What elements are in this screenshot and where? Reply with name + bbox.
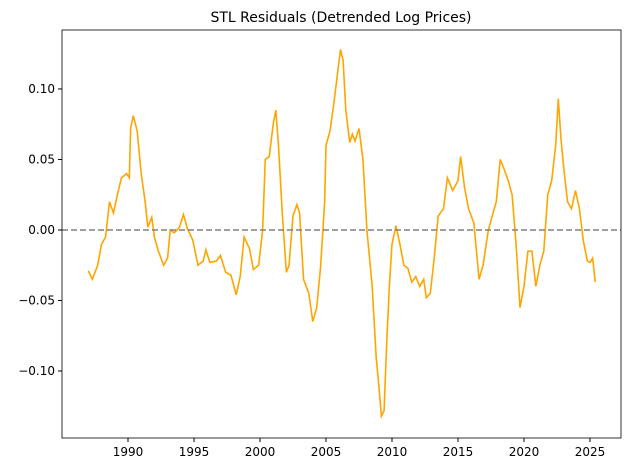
x-tick-label: 2020 (509, 445, 540, 459)
x-tick-label: 2000 (245, 445, 276, 459)
chart-title: STL Residuals (Detrended Log Prices) (210, 10, 471, 26)
plot-frame (61, 29, 622, 439)
y-tick-label: 0.10 (28, 82, 55, 96)
x-tick-label: 2015 (443, 445, 474, 459)
y-tick-label: 0.05 (28, 152, 55, 166)
x-tick-label: 2010 (377, 445, 408, 459)
x-tick-label: 2005 (311, 445, 342, 459)
x-tick-label: 2025 (575, 445, 606, 459)
line (87, 49, 597, 420)
y-tick-label: 0.00 (28, 223, 55, 237)
y-tick-label: −0.05 (18, 293, 55, 307)
y-tick-label: −0.10 (18, 364, 55, 378)
x-tick-label: 1990 (113, 445, 144, 459)
x-tick-label: 1995 (179, 445, 210, 459)
